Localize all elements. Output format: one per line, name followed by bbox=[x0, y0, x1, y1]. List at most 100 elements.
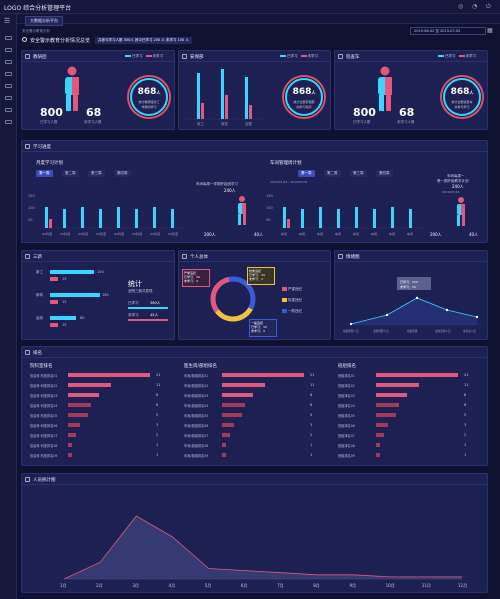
left-studied: 200人 bbox=[204, 232, 216, 237]
rank-column-title: 医生岗/部组排名 bbox=[184, 364, 218, 369]
people-icon bbox=[25, 54, 30, 59]
rank-value: 6 bbox=[464, 403, 467, 407]
rank-item-name: 车间/部组排名03 bbox=[184, 394, 209, 398]
rank-value: 1 bbox=[464, 443, 467, 447]
week-tab-3[interactable]: 第三周 bbox=[350, 170, 367, 177]
unstudied-label: 未学习人数 bbox=[84, 120, 102, 124]
sidebar: ☰ bbox=[0, 14, 17, 599]
menu-icon[interactable]: ☰ bbox=[4, 17, 11, 25]
monthly-plan-title: 月度学习计划 bbox=[36, 161, 63, 166]
rank-item-name: 班组排名08 bbox=[338, 444, 355, 448]
rank-bar bbox=[68, 403, 92, 407]
panel-title: 学习进度 bbox=[33, 145, 51, 150]
rank-item-name: 班组排名09 bbox=[338, 454, 355, 458]
tab-bar: 大数据分析平台 bbox=[17, 14, 500, 26]
svg-text:后勤: 后勤 bbox=[245, 121, 252, 126]
top-bar: LOGO 综合分析管理平台 ◎ ◔ ⏻ bbox=[0, 0, 500, 14]
bell-icon[interactable]: ◔ bbox=[472, 3, 478, 10]
month-label: 1月 bbox=[60, 583, 67, 588]
sidebar-icon-8[interactable] bbox=[5, 120, 12, 124]
week-tab-3[interactable]: 第三周 bbox=[88, 170, 105, 177]
month-label: 2月 bbox=[96, 583, 103, 588]
date-range[interactable]: 2019-06-02 至 2019-07-02 bbox=[410, 27, 486, 35]
svg-text:未学习：50: 未学习：50 bbox=[400, 284, 416, 289]
person-figure bbox=[238, 196, 246, 225]
rank-value: 1 bbox=[156, 443, 159, 447]
monthly-line bbox=[63, 515, 462, 580]
month-label: 8月 bbox=[313, 583, 320, 588]
sidebar-icon-2[interactable] bbox=[5, 48, 12, 52]
svg-text:XX科室: XX科室 bbox=[168, 231, 178, 236]
unstudied-count: 68 bbox=[86, 106, 102, 119]
calendar-icon[interactable]: ▦ bbox=[487, 27, 493, 34]
rank-value: 2 bbox=[156, 433, 159, 437]
svg-text:退休普通人员: 退休普通人员 bbox=[435, 329, 451, 333]
svg-text:XX科室: XX科室 bbox=[96, 231, 106, 236]
rank-value: 3 bbox=[464, 423, 467, 427]
rank-item-name: 信息科 科室排名07 bbox=[30, 434, 58, 438]
month-label: 6月 bbox=[241, 583, 248, 588]
sidebar-icon-6[interactable] bbox=[5, 96, 12, 100]
week-tab-2[interactable]: 第二周 bbox=[62, 170, 79, 177]
week-tab-4[interactable]: 第四周 bbox=[376, 170, 393, 177]
power-icon[interactable]: ⏻ bbox=[486, 3, 491, 10]
week-tab-4[interactable]: 第四周 bbox=[114, 170, 131, 177]
sidebar-icon-7[interactable] bbox=[5, 108, 12, 112]
svg-text:保安: 保安 bbox=[221, 121, 228, 126]
weekly-note-2: 第一期开始教学计划 bbox=[437, 179, 469, 183]
sidebar-icon-5[interactable] bbox=[5, 84, 12, 88]
rank-item-name: 信息科 科室排名08 bbox=[30, 444, 58, 448]
rank-bar bbox=[68, 453, 72, 457]
svg-text:车间: 车间 bbox=[407, 231, 413, 236]
tab-big-data[interactable]: 大数据分析平台 bbox=[25, 16, 63, 26]
legend-unstudied: 未学习 bbox=[307, 54, 319, 58]
rank-bar bbox=[376, 383, 419, 387]
svg-text:50: 50 bbox=[28, 218, 32, 222]
rank-bar bbox=[68, 413, 88, 417]
legend-unstudied: 未学习 bbox=[465, 54, 477, 58]
month-label: 5月 bbox=[205, 583, 212, 588]
panel-title: 巡查车 bbox=[346, 55, 360, 60]
rank-bar bbox=[376, 403, 400, 407]
weekly-plan-title: 车间管理周计划 bbox=[270, 161, 302, 166]
legend-severe: 严重违纪 bbox=[288, 287, 302, 291]
total-ring: 868人 统计全部巡查车 共参与学习 bbox=[443, 78, 481, 116]
user-icon[interactable]: ◎ bbox=[458, 3, 464, 10]
sidebar-icon-1[interactable] bbox=[5, 36, 12, 40]
monthly-area-chart: 1月 2月 3月 4月 5月 6月 7月 8月 9月 10月 11月 12月 bbox=[60, 515, 467, 588]
tooltip-general: 一般违纪 已学习：34 未学习：3 bbox=[249, 319, 277, 337]
week-tab-1[interactable]: 第一周 bbox=[298, 170, 315, 177]
rank-bar bbox=[222, 403, 246, 407]
legend-unstudied: 未学习 bbox=[152, 54, 164, 58]
stat-sub: 全院三新共发现 bbox=[128, 289, 153, 293]
svg-text:电工: 电工 bbox=[197, 121, 204, 126]
rank-value: 1 bbox=[310, 453, 313, 457]
weekly-note: 车间每周一 bbox=[447, 174, 465, 178]
svg-text:在职普通: 在职普通 bbox=[407, 329, 418, 333]
rank-item-name: 车间/部组排名09 bbox=[184, 454, 209, 458]
svg-text:车间: 车间 bbox=[299, 231, 305, 236]
unstudied-label: 未学习人数 bbox=[397, 120, 415, 124]
row-label: 新工 bbox=[36, 270, 43, 274]
rank-item-name: 班组排名04 bbox=[338, 404, 355, 408]
rank-item-name: 信息科 科室排名03 bbox=[30, 394, 58, 398]
panel-title: 教研团 bbox=[33, 55, 47, 60]
rank-column-title: 院科室排名 bbox=[30, 364, 53, 369]
month-label: 9月 bbox=[349, 583, 356, 588]
stat-studied-value: 360人 bbox=[150, 301, 161, 305]
sidebar-icon-4[interactable] bbox=[5, 72, 12, 76]
row-label: 返岗 bbox=[36, 316, 43, 320]
month-label: 12月 bbox=[458, 583, 467, 588]
page-title: 安全警示教育分析情况总览 bbox=[30, 38, 91, 44]
weekly-bar-chart: 150 100 50 车间 车间 车间 车间 车间 车间 车间 车间 bbox=[266, 194, 426, 236]
svg-text:150: 150 bbox=[28, 194, 35, 198]
week-tab-1[interactable]: 第一周 bbox=[36, 170, 53, 177]
svg-text:已学习：200: 已学习：200 bbox=[400, 279, 418, 284]
svg-text:XX科室: XX科室 bbox=[114, 231, 124, 236]
legend-studied: 已学习 bbox=[445, 54, 456, 58]
sidebar-icon-3[interactable] bbox=[5, 60, 12, 64]
week-tab-2[interactable]: 第二周 bbox=[324, 170, 341, 177]
rank-bar bbox=[68, 373, 150, 377]
ranking-icon bbox=[25, 350, 30, 355]
rank-value: 11 bbox=[156, 383, 161, 387]
